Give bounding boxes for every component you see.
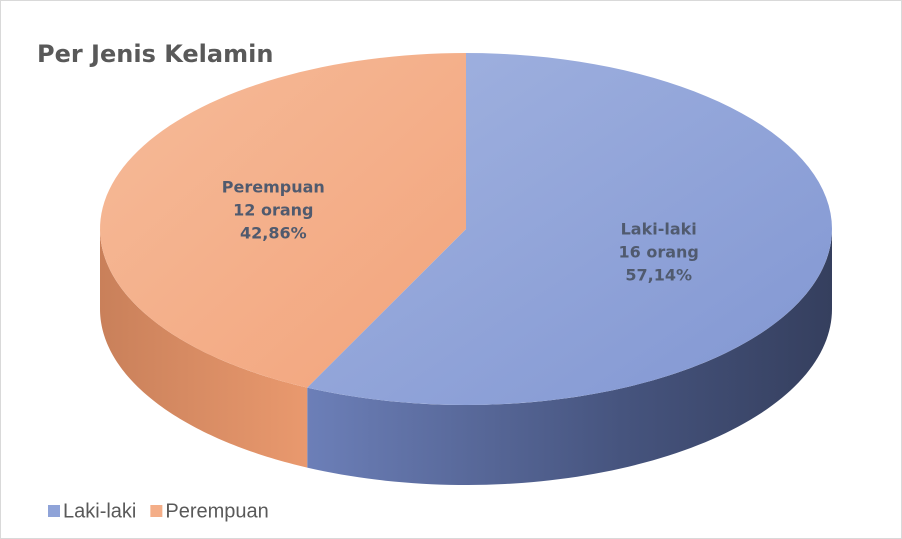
legend-swatch xyxy=(48,505,60,517)
legend: Laki-laki Perempuan xyxy=(48,500,269,522)
slice-side xyxy=(100,229,308,468)
pie: Laki-laki 16 orang 57,14% Perempuan 12 orang… xyxy=(100,53,832,485)
slice xyxy=(100,53,466,388)
slice-side xyxy=(307,229,832,485)
chart-title: Per Jenis Kelamin xyxy=(37,40,273,68)
slice xyxy=(307,53,832,405)
legend-swatch xyxy=(150,505,163,517)
data-label-value: 12 orang xyxy=(233,200,313,219)
legend-label: Laki-laki xyxy=(63,500,136,522)
data-label-name: Perempuan xyxy=(222,177,325,196)
data-label-percent: 57,14% xyxy=(625,266,692,285)
data-label-value: 16 orang xyxy=(619,243,699,262)
data-label-name: Laki-laki xyxy=(621,220,697,239)
data-label-percent: 42,86% xyxy=(240,223,307,242)
legend-label: Perempuan xyxy=(165,500,268,522)
